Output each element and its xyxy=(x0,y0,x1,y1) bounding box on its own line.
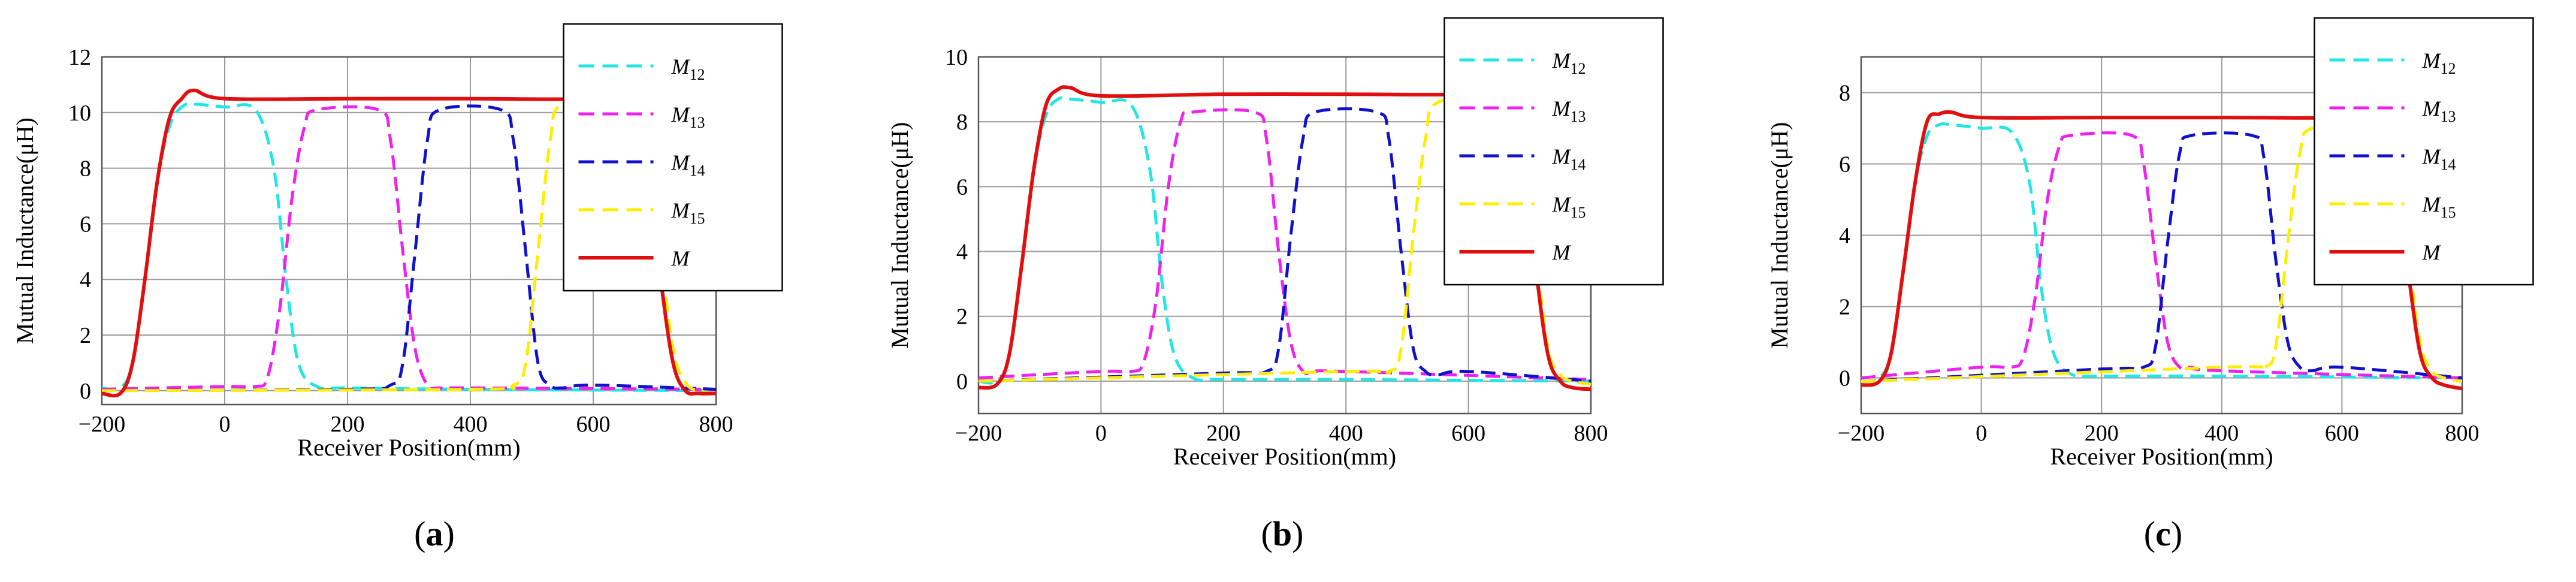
x-tick-label: −200 xyxy=(78,412,125,437)
y-tick-label: 10 xyxy=(68,101,91,126)
legend-box xyxy=(1443,17,1664,286)
panel-label-b: (b) xyxy=(1261,514,1304,553)
y-tick-label: 4 xyxy=(1839,224,1850,249)
series-line-m xyxy=(1861,110,2462,391)
y-axis-label: Mutual Inductance(μH) xyxy=(886,122,913,349)
chart-panel-c: −200 0 200 400 600 800 0 2 4 6 8 Receiver Position(… xyxy=(1766,17,2534,553)
x-tick-label: 800 xyxy=(699,412,733,437)
y-tick-label: 0 xyxy=(80,379,91,404)
legend-label-m: M xyxy=(1552,240,1572,264)
legend-label-m15: M15 xyxy=(2422,192,2456,221)
x-tick-label: −200 xyxy=(955,421,1002,446)
y-tick-label: 8 xyxy=(1839,81,1850,106)
y-tick-label: 6 xyxy=(956,174,968,200)
y-tick-label: 2 xyxy=(1839,295,1850,320)
y-tick-label: 4 xyxy=(956,240,968,265)
x-tick-label: 400 xyxy=(2204,421,2239,446)
x-axis-label: Receiver Position(mm) xyxy=(297,434,520,461)
series-line-m xyxy=(102,88,716,398)
x-tick-label: 600 xyxy=(576,412,611,437)
x-tick-label: 600 xyxy=(2325,421,2359,446)
y-tick-label: 0 xyxy=(1839,366,1850,391)
legend: M12 M13 M14 M15 M xyxy=(2314,17,2534,286)
legend: M12 M13 M14 M15 M xyxy=(1443,17,1664,286)
y-tick-label: 6 xyxy=(80,212,91,237)
x-tick-label: 600 xyxy=(1451,421,1485,446)
legend-label-m12: M12 xyxy=(2422,49,2456,77)
x-axis-label: Receiver Position(mm) xyxy=(2050,443,2273,470)
legend-label-m15: M15 xyxy=(671,198,705,227)
y-tick-label: 4 xyxy=(80,267,91,292)
y-axis-label: Mutual Inductance(μH) xyxy=(1766,122,1793,349)
legend-label-m: M xyxy=(2422,240,2442,264)
y-tick-label: 2 xyxy=(956,304,968,330)
x-tick-label: 400 xyxy=(1329,421,1363,446)
x-tick-label: 0 xyxy=(1095,421,1107,446)
legend-box xyxy=(2314,17,2534,286)
legend-label-m13: M13 xyxy=(671,102,705,131)
x-tick-label: 0 xyxy=(1976,421,1987,446)
series-line-m15 xyxy=(1861,116,2462,383)
y-tick-label: 0 xyxy=(956,369,968,394)
x-tick-label: 200 xyxy=(1206,421,1240,446)
x-tick-label: 0 xyxy=(219,412,231,437)
chart-panel-b: −200 0 200 400 600 800 0 2 4 6 8 10 Receiver Positio… xyxy=(886,17,1664,553)
x-tick-label: 200 xyxy=(2085,421,2119,446)
series-line-m14 xyxy=(102,104,716,393)
x-axis-label: Receiver Position(mm) xyxy=(1173,443,1396,470)
y-axis-label: Mutual Inductance(μH) xyxy=(11,117,38,344)
y-tick-label: 6 xyxy=(1839,152,1850,177)
y-tick-label: 2 xyxy=(80,323,91,348)
y-tick-label: 12 xyxy=(68,45,91,70)
y-tick-label: 8 xyxy=(956,110,968,135)
series-line-m13 xyxy=(979,108,1591,381)
legend-label-m12: M12 xyxy=(1552,49,1586,77)
legend-label-m14: M14 xyxy=(1552,144,1586,173)
legend-label-m13: M13 xyxy=(2422,97,2456,125)
legend-label-m12: M12 xyxy=(671,55,705,83)
series-line-m14 xyxy=(1861,131,2462,383)
legend: M12 M13 M14 M15 M xyxy=(563,23,783,292)
series-line-m15 xyxy=(102,92,716,395)
x-tick-label: 200 xyxy=(331,412,365,437)
legend-label-m: M xyxy=(671,246,691,270)
panel-label-c: (c) xyxy=(2144,514,2182,553)
x-tick-label: −200 xyxy=(1838,421,1885,446)
series-line-m13 xyxy=(102,105,716,391)
x-tick-label: 800 xyxy=(2445,421,2480,446)
chart-panel-a: −200 0 200 400 600 800 0 2 4 6 8 10 12 Receiver Posit… xyxy=(11,23,783,553)
legend-box xyxy=(563,23,783,292)
legend-label-m14: M14 xyxy=(671,150,705,179)
x-tick-label: 800 xyxy=(1574,421,1608,446)
y-tick-label: 8 xyxy=(80,156,91,182)
legend-label-m14: M14 xyxy=(2422,144,2456,173)
series-line-m xyxy=(979,85,1591,391)
panel-label-a: (a) xyxy=(414,514,455,553)
x-tick-label: 400 xyxy=(454,412,488,437)
legend-label-m13: M13 xyxy=(1552,97,1586,125)
y-tick-label: 10 xyxy=(945,45,968,70)
legend-label-m15: M15 xyxy=(1552,192,1586,221)
